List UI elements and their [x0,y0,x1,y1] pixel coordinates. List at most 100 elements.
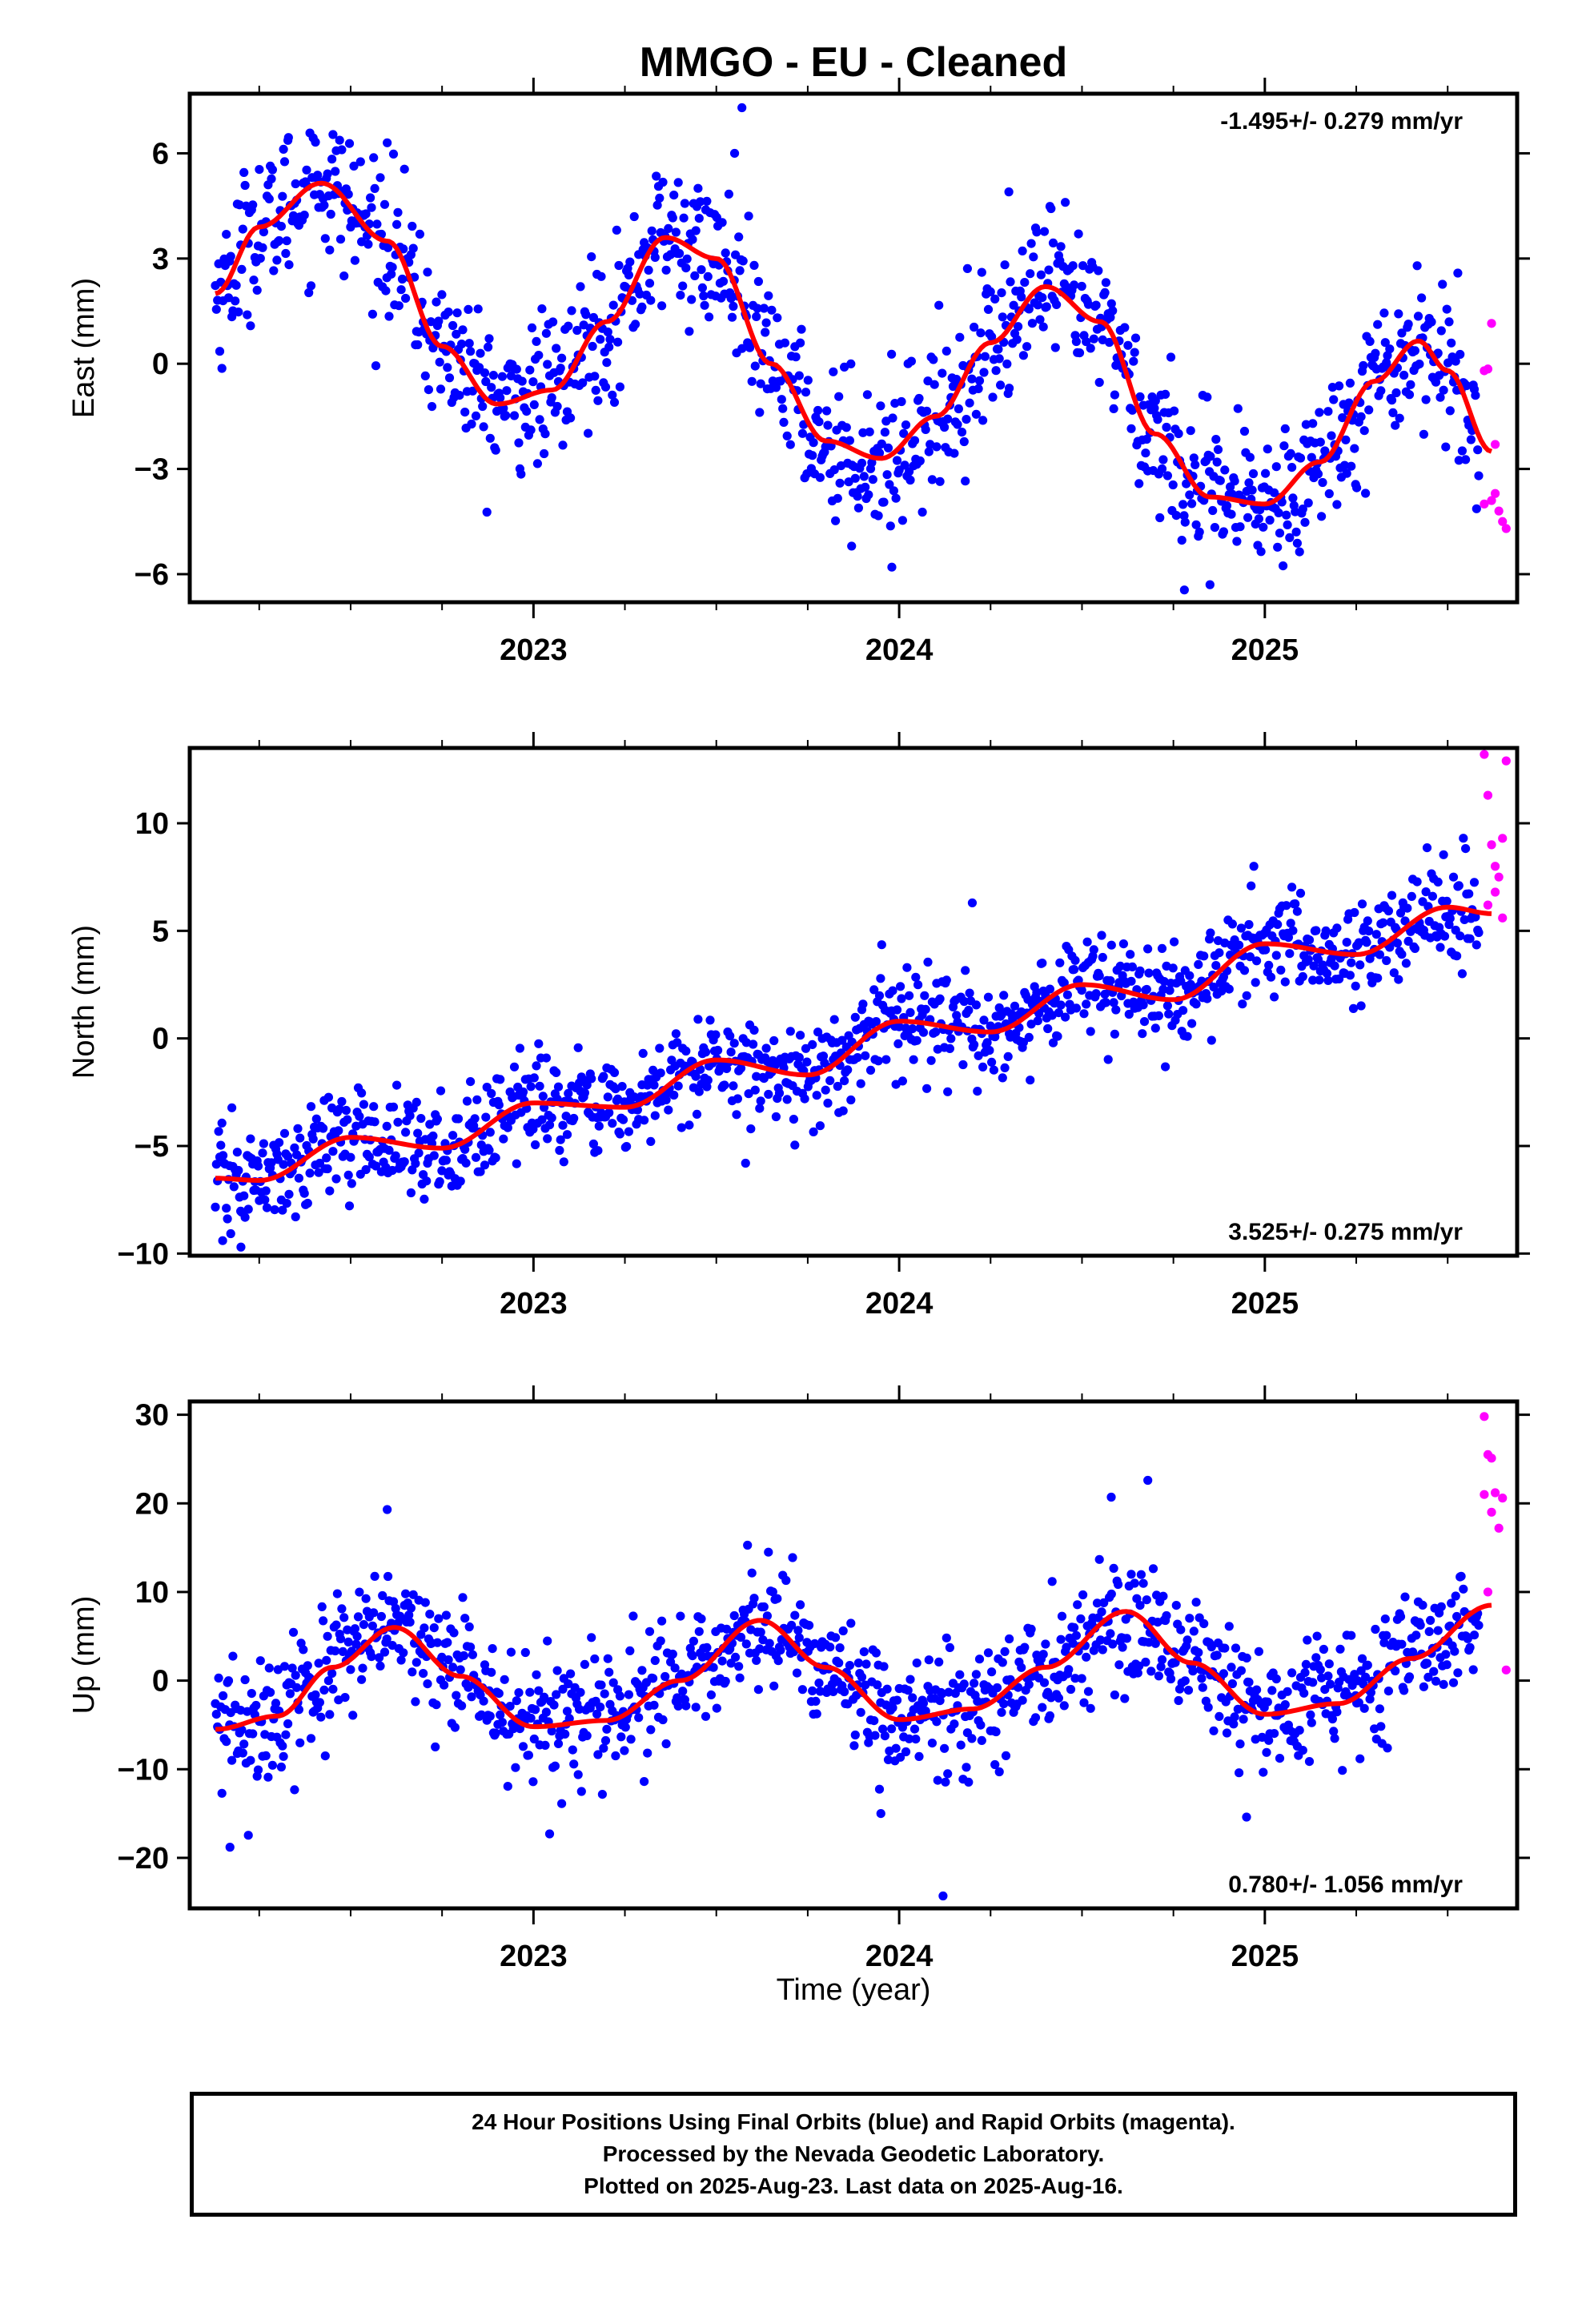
up-final-point [357,1675,367,1684]
east-final-point [1359,426,1369,436]
up-final-point [405,1618,415,1627]
up-final-point [1280,1700,1290,1710]
east-final-point [387,269,396,279]
east-final-point [1444,317,1454,327]
north-final-point [838,1106,848,1116]
up-final-point [1120,1694,1130,1703]
east-final-point [1186,426,1195,436]
east-final-point [1036,270,1046,279]
east-final-point [379,199,390,209]
east-final-point [823,420,833,430]
east-final-point [1130,348,1139,357]
up-final-point [1099,1598,1109,1607]
east-final-point [437,290,447,300]
north-final-point [1144,968,1154,978]
up-final-point [1451,1591,1460,1601]
north-final-point [484,1145,494,1155]
north-final-point [1276,965,1286,975]
up-final-point [575,1704,584,1714]
east-final-point [323,169,332,179]
up-final-point [506,1647,516,1657]
up-final-point [990,1759,1000,1770]
north-final-point [311,1114,321,1124]
east-final-point [255,254,265,263]
east-final-point [1074,348,1085,358]
east-final-point [1329,395,1339,404]
east-final-point [1248,468,1259,479]
north-final-point [420,1194,429,1204]
north-final-point [1139,1017,1150,1027]
north-final-point [494,1100,504,1110]
east-final-point [1187,499,1197,509]
east-final-point [1413,312,1423,321]
up-final-point [331,1620,341,1630]
east-final-point [814,417,824,427]
up-final-point [805,1621,814,1630]
north-final-point [1203,994,1212,1003]
up-final-point [450,1723,460,1732]
north-final-point [1295,888,1306,898]
east-final-point [1412,261,1422,271]
east-final-point [603,327,612,337]
up-final-point [267,1760,277,1770]
up-final-point [850,1730,860,1740]
north-final-point [599,1072,608,1081]
north-final-point [222,1204,231,1213]
north-final-point [314,1168,323,1177]
east-final-point [535,415,544,424]
up-final-point [1079,1698,1089,1707]
up-x-tick-label: 2025 [1231,1940,1299,1973]
north-final-point [1347,958,1356,967]
north-final-point [931,1027,941,1037]
east-final-point [436,384,446,394]
east-final-point [1182,479,1191,489]
east-final-point [650,252,660,262]
east-final-point [614,260,624,271]
north-final-point [1375,950,1384,959]
east-final-point [1179,585,1189,595]
up-final-point [1143,1475,1153,1486]
east-final-point [1461,455,1471,464]
east-final-point [1315,408,1324,417]
east-final-point [647,226,656,235]
east-final-point [372,219,382,229]
north-final-point [211,1202,220,1212]
east-points [211,103,1511,595]
up-final-point [322,1655,331,1665]
east-final-point [755,408,765,417]
north-rapid-point [1487,840,1496,850]
north-final-point [462,1096,472,1106]
up-final-point [1188,1667,1198,1676]
east-final-point [1335,381,1344,391]
north-final-point [961,966,970,975]
north-final-point [812,1091,821,1100]
east-y-tick-label: −3 [135,453,169,487]
east-final-point [906,356,916,366]
east-final-point [319,200,329,210]
up-final-point [773,1656,783,1666]
north-final-point [1264,960,1274,970]
up-final-point [1094,1554,1104,1564]
east-final-point [432,297,441,307]
east-final-point [948,381,958,392]
east-final-point [491,445,500,455]
up-final-point [361,1594,371,1603]
east-final-point [873,511,883,521]
up-final-point [343,1637,353,1647]
east-frame [187,91,1520,605]
east-final-point [1086,344,1095,353]
up-final-point [348,1711,358,1720]
east-final-point [1404,390,1415,400]
east-final-point [279,157,290,167]
up-final-point [1287,1668,1297,1678]
up-final-point [1026,1624,1036,1634]
east-final-point [685,327,694,336]
east-final-point [1438,279,1447,289]
north-final-point [369,1102,379,1112]
east-final-point [476,348,485,358]
up-final-point [1355,1754,1365,1763]
up-final-point [580,1659,590,1669]
north-final-point [1382,955,1391,966]
up-final-point [552,1666,562,1675]
up-final-point [678,1687,688,1696]
